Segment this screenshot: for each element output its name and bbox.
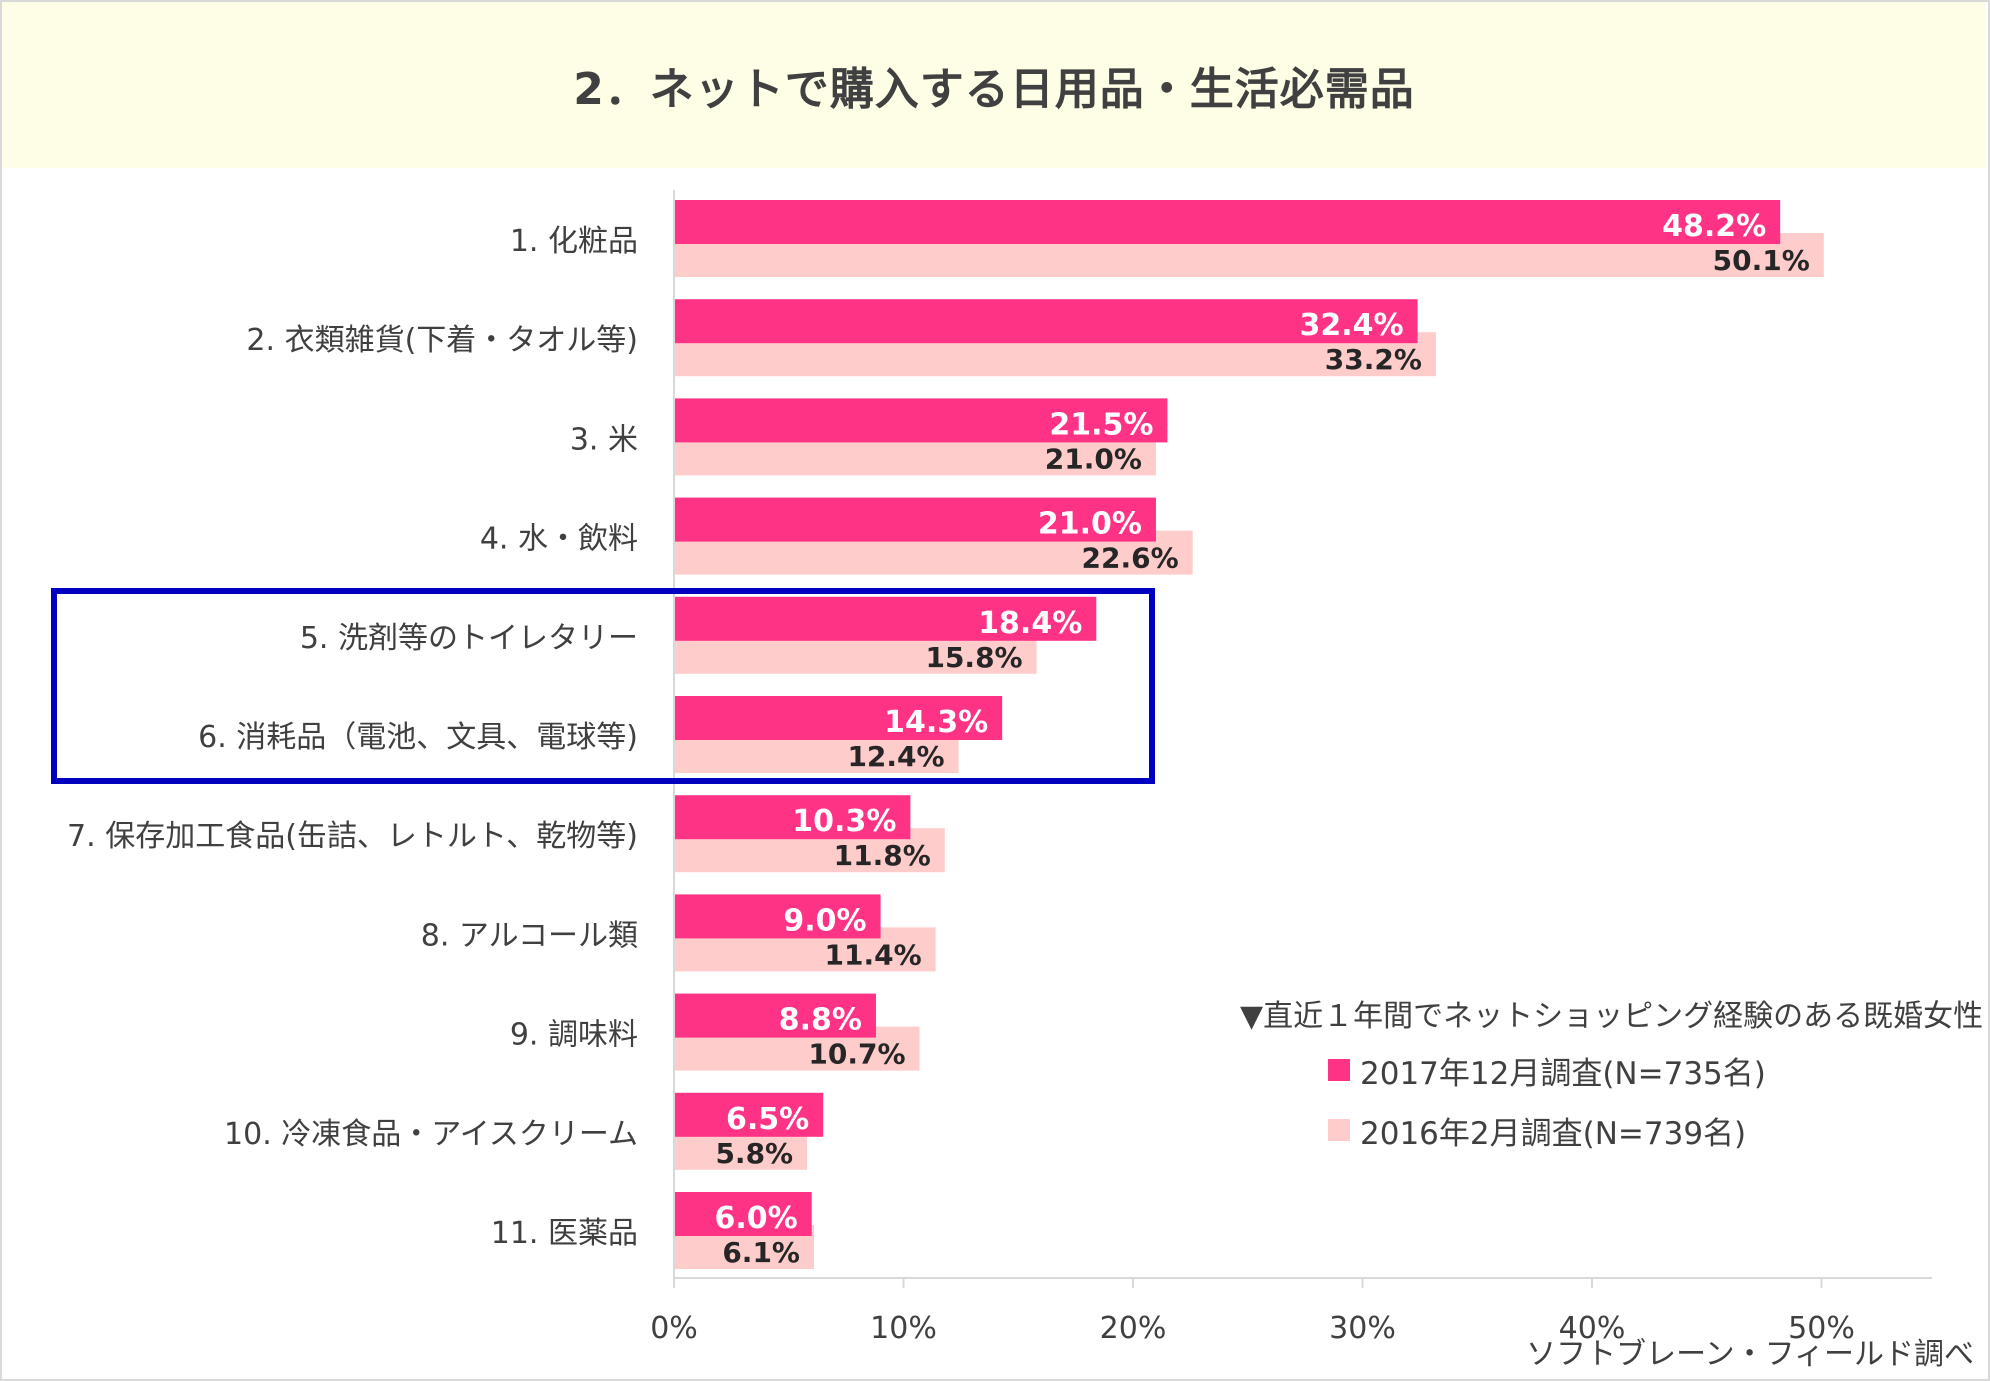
value-label-2016-8: 11.4% xyxy=(824,938,921,971)
bar-2017-10 xyxy=(674,1092,824,1137)
category-label-7: 7. 保存加工食品(缶詰、レトルト、乾物等) xyxy=(67,819,638,854)
labels-layer: 48.2%50.1% 1. 化粧品 32.4%33.2% 2. 衣類雑貨(下着・タオル… xyxy=(67,209,1810,1269)
category-label-10: 10. 冷凍食品・アイスクリーム xyxy=(224,1117,638,1152)
value-label-2016-6: 12.4% xyxy=(847,740,944,773)
chart-title: 2．ネットで購入する日用品・生活必需品 xyxy=(573,64,1415,115)
value-label-2017-4: 21.0% xyxy=(1038,507,1142,542)
value-label-2017-2: 32.4% xyxy=(1300,308,1404,343)
bar-2017-6 xyxy=(674,696,1003,740)
legend-label-2017: 2017年12月調査(N=735名) xyxy=(1360,1055,1766,1092)
value-label-2017-5: 18.4% xyxy=(978,606,1082,641)
category-label-5: 5. 洗剤等のトイレタリー xyxy=(300,621,638,656)
value-label-2016-7: 11.8% xyxy=(834,839,931,872)
bar-2017-5 xyxy=(674,596,1097,641)
title-band: 2．ネットで購入する日用品・生活必需品 xyxy=(2,2,1986,168)
value-label-2017-10: 6.5% xyxy=(726,1102,809,1137)
x-tick-label-10: 10% xyxy=(870,1311,937,1346)
value-label-2016-3: 21.0% xyxy=(1045,442,1142,475)
legend-title: ▼直近１年間でネットショッピング経験のある既婚女性 xyxy=(1240,999,1984,1034)
x-tick-label-40: 40% xyxy=(1559,1311,1626,1346)
x-tick-label-30: 30% xyxy=(1329,1311,1396,1346)
value-label-2017-11: 6.0% xyxy=(714,1201,797,1236)
legend-label-2016: 2016年2月調査(N=739名) xyxy=(1360,1115,1747,1152)
category-label-3: 3. 米 xyxy=(570,422,638,457)
value-label-2016-10: 5.8% xyxy=(715,1137,793,1170)
value-label-2017-3: 21.5% xyxy=(1049,407,1153,442)
value-label-2017-8: 9.0% xyxy=(783,903,866,938)
category-label-4: 4. 水・飲料 xyxy=(480,522,638,557)
source-note: ソフトブレーン・フィールド調べ xyxy=(1526,1337,1974,1372)
bar-2017-3 xyxy=(674,398,1168,443)
value-label-2016-1: 50.1% xyxy=(1713,244,1810,277)
category-label-9: 9. 調味料 xyxy=(510,1018,638,1053)
value-label-2017-1: 48.2% xyxy=(1662,209,1766,244)
category-label-1: 1. 化粧品 xyxy=(510,224,638,259)
value-label-2016-11: 6.1% xyxy=(722,1236,800,1269)
bar-2017-8 xyxy=(674,894,881,939)
value-label-2016-5: 15.8% xyxy=(925,641,1022,674)
value-label-2017-7: 10.3% xyxy=(792,804,896,839)
value-label-2017-9: 8.8% xyxy=(779,1003,862,1038)
legend-item-2017: 2017年12月調査(N=735名) xyxy=(1328,1040,1980,1100)
bar-2017-1 xyxy=(674,200,1781,244)
value-label-2016-2: 33.2% xyxy=(1325,343,1422,376)
category-label-6: 6. 消耗品（電池、文具、電球等) xyxy=(198,720,638,755)
value-label-2016-9: 10.7% xyxy=(808,1038,905,1071)
value-label-2017-6: 14.3% xyxy=(884,705,988,740)
bar-2017-9 xyxy=(674,993,876,1038)
legend: ▼直近１年間でネットショッピング経験のある既婚女性 2017年12月調査(N=7… xyxy=(1240,994,1984,1160)
x-tick-label-20: 20% xyxy=(1100,1311,1167,1346)
category-label-8: 8. アルコール類 xyxy=(421,918,638,953)
bar-2017-7 xyxy=(674,795,911,840)
value-label-2016-4: 22.6% xyxy=(1082,542,1179,575)
legend-swatch-2017 xyxy=(1328,1059,1350,1081)
bar-2017-4 xyxy=(674,497,1156,542)
highlight-box xyxy=(51,588,1155,784)
axis-layer: 0% 10% 20% 30% 40% 50% xyxy=(650,190,1932,1346)
category-label-11: 11. 医薬品 xyxy=(491,1216,638,1251)
legend-swatch-2016 xyxy=(1328,1119,1350,1141)
category-label-2: 2. 衣類雑貨(下着・タオル等) xyxy=(246,323,638,358)
x-tick-label-0: 0% xyxy=(650,1311,698,1346)
bar-2017-11 xyxy=(674,1192,812,1236)
bars-layer xyxy=(674,200,1824,1269)
legend-item-2016: 2016年2月調査(N=739名) xyxy=(1328,1100,1980,1160)
bar-2017-2 xyxy=(674,299,1418,344)
x-tick-label-50: 50% xyxy=(1788,1311,1855,1346)
